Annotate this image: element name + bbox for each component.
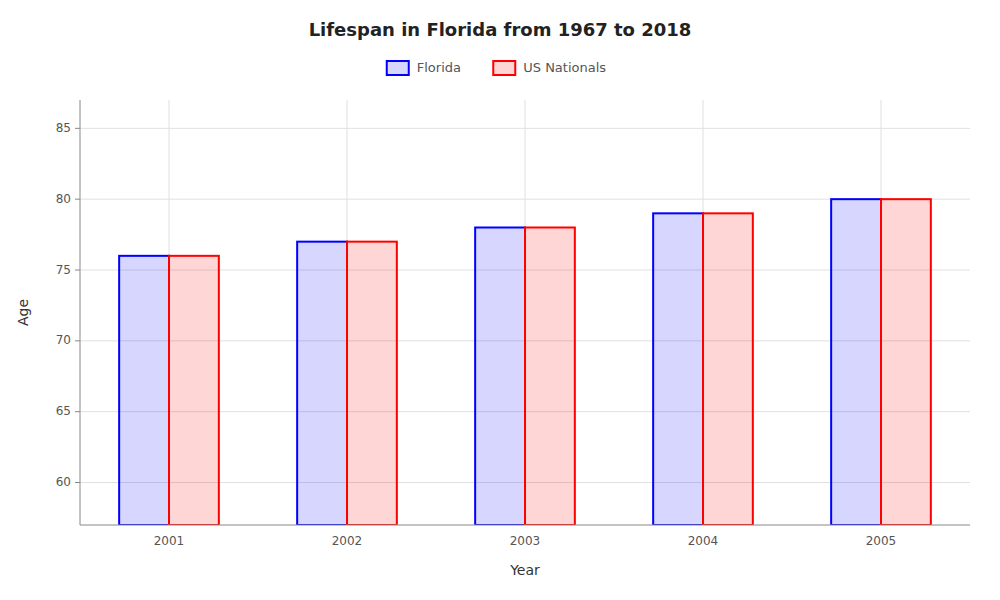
y-axis-label: Age xyxy=(15,299,31,326)
bar xyxy=(703,213,753,525)
bar xyxy=(881,199,931,525)
y-tick xyxy=(75,411,80,412)
x-tick-label: 2004 xyxy=(688,534,719,548)
chart-title: Lifespan in Florida from 1967 to 2018 xyxy=(309,19,692,40)
bar xyxy=(347,242,397,525)
y-tick xyxy=(75,482,80,483)
bar xyxy=(169,256,219,525)
bar xyxy=(831,199,881,525)
x-axis-line xyxy=(80,525,970,526)
x-axis-label: Year xyxy=(509,562,540,578)
y-tick-label: 60 xyxy=(56,475,71,489)
bars xyxy=(119,199,931,525)
y-tick xyxy=(75,270,80,271)
y-tick xyxy=(75,340,80,341)
x-tick-label: 2003 xyxy=(510,534,541,548)
x-tick-label: 2001 xyxy=(154,534,185,548)
chart-svg: 60 65 70 75 80 85 2001 2002 2003 2004 2005 Year Age L… xyxy=(0,0,1000,600)
y-axis-line xyxy=(80,100,81,525)
bar xyxy=(297,242,347,525)
y-tick xyxy=(75,128,80,129)
bar xyxy=(653,213,703,525)
legend: Florida US Nationals xyxy=(387,60,607,76)
y-tick-label: 85 xyxy=(56,121,71,135)
y-tick-label: 75 xyxy=(56,263,71,277)
legend-swatch xyxy=(493,61,515,75)
legend-label: US Nationals xyxy=(523,60,606,75)
y-tick xyxy=(75,199,80,200)
bar xyxy=(525,228,575,526)
y-tick-label: 65 xyxy=(56,404,71,418)
x-tick-label: 2005 xyxy=(866,534,897,548)
legend-swatch xyxy=(387,61,409,75)
x-tick-label: 2002 xyxy=(332,534,363,548)
y-tick-label: 80 xyxy=(56,192,71,206)
chart-container: 60 65 70 75 80 85 2001 2002 2003 2004 2005 Year Age L… xyxy=(0,0,1000,600)
y-tick-label: 70 xyxy=(56,333,71,347)
bar xyxy=(119,256,169,525)
grid xyxy=(80,100,970,525)
legend-label: Florida xyxy=(417,60,461,75)
bar xyxy=(475,228,525,526)
